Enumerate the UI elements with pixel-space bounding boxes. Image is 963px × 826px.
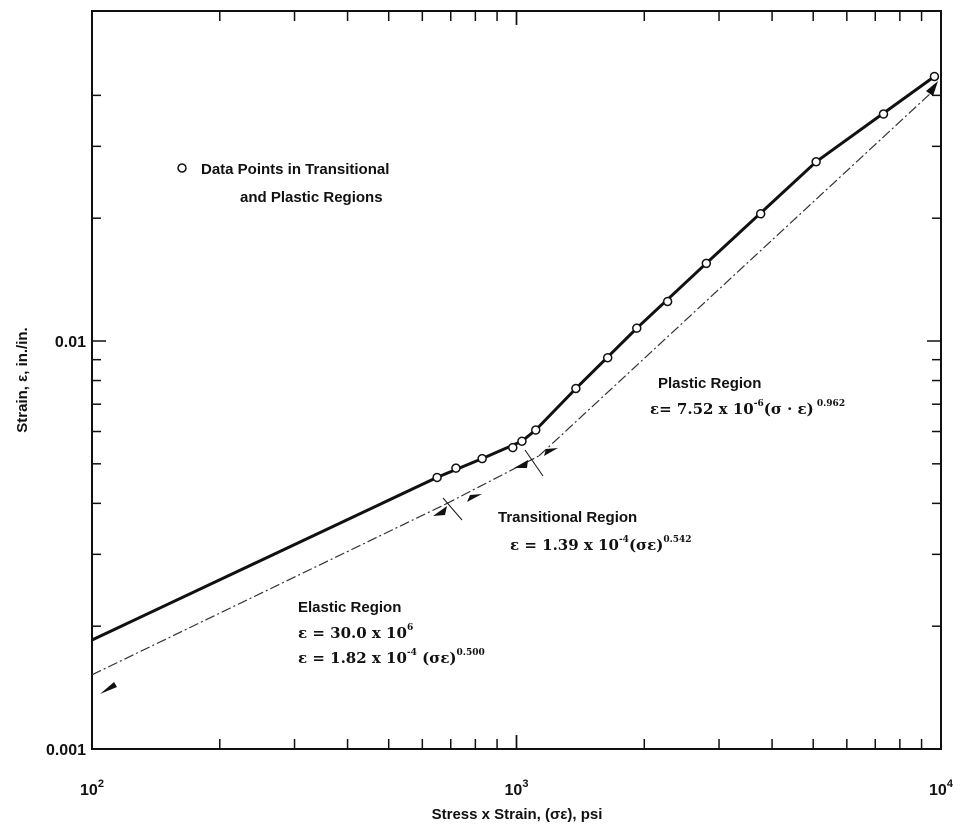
plot-frame: [91, 10, 942, 750]
elastic-eq1-exp: 6: [407, 623, 413, 633]
x-tick-label: 104: [929, 778, 954, 799]
plastic-title: Plastic Region: [658, 375, 761, 392]
region-boundary-marks: [100, 81, 938, 694]
data-point: [662, 296, 673, 307]
x-tick-label: 102: [80, 778, 104, 799]
elastic-eq1-base: ε = 30.0 x 10: [298, 624, 407, 642]
elastic-equation-2: ε = 1.82 x 10-4 (σε)0.500: [298, 648, 485, 667]
transitional-eq-exp: -4: [619, 535, 629, 545]
data-point: [602, 352, 613, 363]
elastic-eq2-base: ε = 1.82 x 10: [298, 649, 407, 667]
data-point: [878, 109, 889, 119]
x-axis-title: Stress x Strain, (σε), psi: [432, 806, 603, 823]
legend-line-1: Data Points in Transitional: [201, 161, 389, 178]
transition-boundary-2: [524, 449, 544, 477]
data-point: [755, 209, 766, 219]
legend: Data Points in Transitional and Plastic …: [177, 161, 389, 206]
plastic-equation: ε= 7.52 x 10-6(σ · ε) 0.962: [650, 399, 845, 418]
elastic-annotation: Elastic Region ε = 30.0 x 106 ε = 1.82 x…: [298, 599, 485, 667]
transitional-equation: ε = 1.39 x 10-4(σε)0.542: [510, 535, 692, 554]
plastic-annotation: Plastic Region ε= 7.52 x 10-6(σ · ε) 0.9…: [650, 375, 845, 418]
axis-ticks: [91, 11, 942, 750]
transitional-eq-pow: 0.542: [663, 535, 691, 545]
data-point: [517, 436, 527, 446]
transitional-eq-base: ε = 1.39 x 10: [510, 536, 619, 554]
arrow-left-2: [514, 460, 528, 468]
elastic-title: Elastic Region: [298, 599, 401, 616]
y-axis-title: Strain, ε, in./in.: [14, 327, 31, 432]
data-point: [811, 157, 821, 167]
data-point: [508, 442, 518, 453]
arrow-start-fit: [100, 682, 117, 694]
plastic-eq-exp: -6: [754, 399, 764, 409]
transitional-annotation: Transitional Region ε = 1.39 x 10-4(σε)0…: [498, 509, 692, 554]
y-tick-labels: 0.001 0.01: [46, 334, 86, 759]
elastic-equation-1: ε = 30.0 x 106: [298, 623, 413, 642]
arrow-right-1: [467, 494, 482, 502]
fit-segment-3: [538, 88, 936, 457]
y-tick-label: 0.01: [55, 334, 86, 351]
data-point: [477, 453, 487, 464]
transitional-eq-rest: (σε): [629, 536, 663, 554]
elastic-eq2-pow: 0.500: [457, 648, 485, 658]
x-tick-label: 103: [505, 778, 529, 799]
transition-boundary-1: [442, 497, 463, 521]
fit-segment-1: [91, 503, 446, 676]
data-point: [632, 323, 642, 333]
transitional-title: Transitional Region: [498, 509, 637, 526]
plastic-eq-rest: (σ · ε): [764, 400, 814, 418]
data-point: [432, 472, 442, 483]
elastic-eq2-exp: -4: [407, 648, 417, 658]
data-point: [530, 425, 541, 435]
plastic-eq-pow: 0.962: [814, 399, 845, 409]
data-point: [701, 258, 712, 269]
arrow-end-fit: [926, 81, 938, 96]
data-point: [929, 71, 940, 82]
elastic-eq2-rest: (σε): [417, 649, 457, 667]
arrow-right-2: [544, 448, 558, 456]
data-point: [571, 383, 581, 394]
plastic-eq-base: ε= 7.52 x 10: [650, 400, 754, 418]
arrow-left-1: [433, 506, 447, 516]
data-markers: [432, 71, 940, 483]
y-tick-label: 0.001: [46, 742, 86, 759]
x-tick-labels: 102 103 104: [80, 778, 954, 799]
data-point: [451, 463, 461, 473]
fitted-curve: [91, 88, 936, 676]
legend-line-2: and Plastic Regions: [240, 189, 383, 206]
legend-marker-icon: [177, 163, 187, 173]
